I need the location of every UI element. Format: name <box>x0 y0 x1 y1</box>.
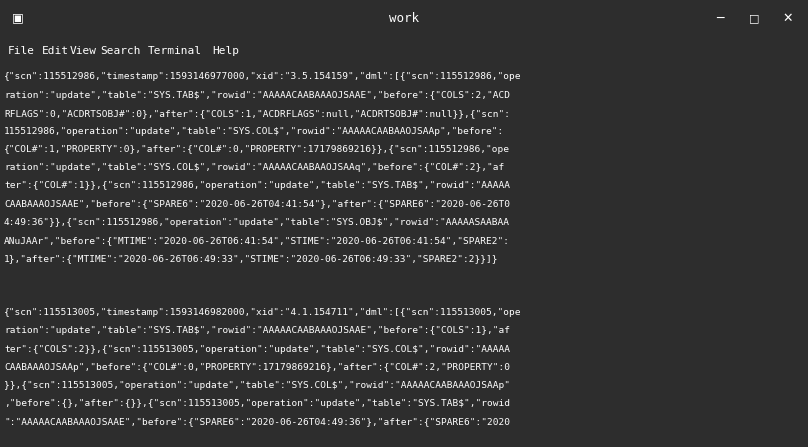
Text: work: work <box>389 12 419 25</box>
Text: ":"AAAAACAABAAAOJSAAE","before":{"SPARE6":"2020-06-26T04:49:36"},"after":{"SPARE: ":"AAAAACAABAAAOJSAAE","before":{"SPARE6… <box>4 417 510 426</box>
Text: ▣: ▣ <box>12 12 24 25</box>
Text: RFLAGS":0,"ACDRTSOBJ#":0},"after":{"COLS":1,"ACDRFLAGS":null,"ACDRTSOBJ#":null}}: RFLAGS":0,"ACDRTSOBJ#":0},"after":{"COLS… <box>4 109 510 118</box>
Text: 4:49:36"}},{"scn":115512986,"operation":"update","table":"SYS.OBJ$","rowid":"AAA: 4:49:36"}},{"scn":115512986,"operation":… <box>4 218 510 227</box>
Text: }},{"scn":115513005,"operation":"update","table":"SYS.COL$","rowid":"AAAAACAABAA: }},{"scn":115513005,"operation":"update"… <box>4 381 510 390</box>
Text: ─: ─ <box>716 12 724 25</box>
Text: View: View <box>70 46 97 56</box>
Text: ration":"update","table":"SYS.TAB$","rowid":"AAAAACAABAAAOJSAAE","before":{"COLS: ration":"update","table":"SYS.TAB$","row… <box>4 91 510 100</box>
Text: {"scn":115512986,"timestamp":1593146977000,"xid":"3.5.154159","dml":[{"scn":1155: {"scn":115512986,"timestamp":15931469770… <box>4 72 521 81</box>
Text: ration":"update","table":"SYS.TAB$","rowid":"AAAAACAABAAAOJSAAE","before":{"COLS: ration":"update","table":"SYS.TAB$","row… <box>4 326 510 335</box>
Text: 1},"after":{"MTIME":"2020-06-26T06:49:33","STIME":"2020-06-26T06:49:33","SPARE2": 1},"after":{"MTIME":"2020-06-26T06:49:33… <box>4 254 499 263</box>
Text: {"scn":115513005,"timestamp":1593146982000,"xid":"4.1.154711","dml":[{"scn":1155: {"scn":115513005,"timestamp":15931469820… <box>4 308 521 317</box>
Text: 115512986,"operation":"update","table":"SYS.COL$","rowid":"AAAAACAABAAOJSAAp","b: 115512986,"operation":"update","table":"… <box>4 127 504 136</box>
Text: {"COL#":1,"PROPERTY":0},"after":{"COL#":0,"PROPERTY":17179869216}},{"scn":115512: {"COL#":1,"PROPERTY":0},"after":{"COL#":… <box>4 145 510 154</box>
Text: ,"before":{},"after":{}},{"scn":115513005,"operation":"update","table":"SYS.TAB$: ,"before":{},"after":{}},{"scn":11551300… <box>4 399 510 408</box>
Text: □: □ <box>749 13 760 23</box>
Text: Search: Search <box>100 46 141 56</box>
Text: ✕: ✕ <box>783 12 793 25</box>
Text: Help: Help <box>212 46 239 56</box>
Text: ANuJAAr","before":{"MTIME":"2020-06-26T06:41:54","STIME":"2020-06-26T06:41:54",": ANuJAAr","before":{"MTIME":"2020-06-26T0… <box>4 236 510 245</box>
Text: ter":{"COL#":1}},{"scn":115512986,"operation":"update","table":"SYS.TAB$","rowid: ter":{"COL#":1}},{"scn":115512986,"opera… <box>4 181 510 190</box>
Text: CAABAAAOJSAAE","before":{"SPARE6":"2020-06-26T04:41:54"},"after":{"SPARE6":"2020: CAABAAAOJSAAE","before":{"SPARE6":"2020-… <box>4 199 510 208</box>
Text: ter":{"COLS":2}},{"scn":115513005,"operation":"update","table":"SYS.COL$","rowid: ter":{"COLS":2}},{"scn":115513005,"opera… <box>4 345 510 354</box>
Text: File: File <box>8 46 35 56</box>
Text: Edit: Edit <box>42 46 69 56</box>
Text: CAABAAAOJSAAp","before":{"COL#":0,"PROPERTY":17179869216},"after":{"COL#":2,"PRO: CAABAAAOJSAAp","before":{"COL#":0,"PROPE… <box>4 363 510 371</box>
Text: ration":"update","table":"SYS.COL$","rowid":"AAAAACAABAAOJSAAq","before":{"COL#": ration":"update","table":"SYS.COL$","row… <box>4 163 504 172</box>
Text: Terminal: Terminal <box>148 46 202 56</box>
